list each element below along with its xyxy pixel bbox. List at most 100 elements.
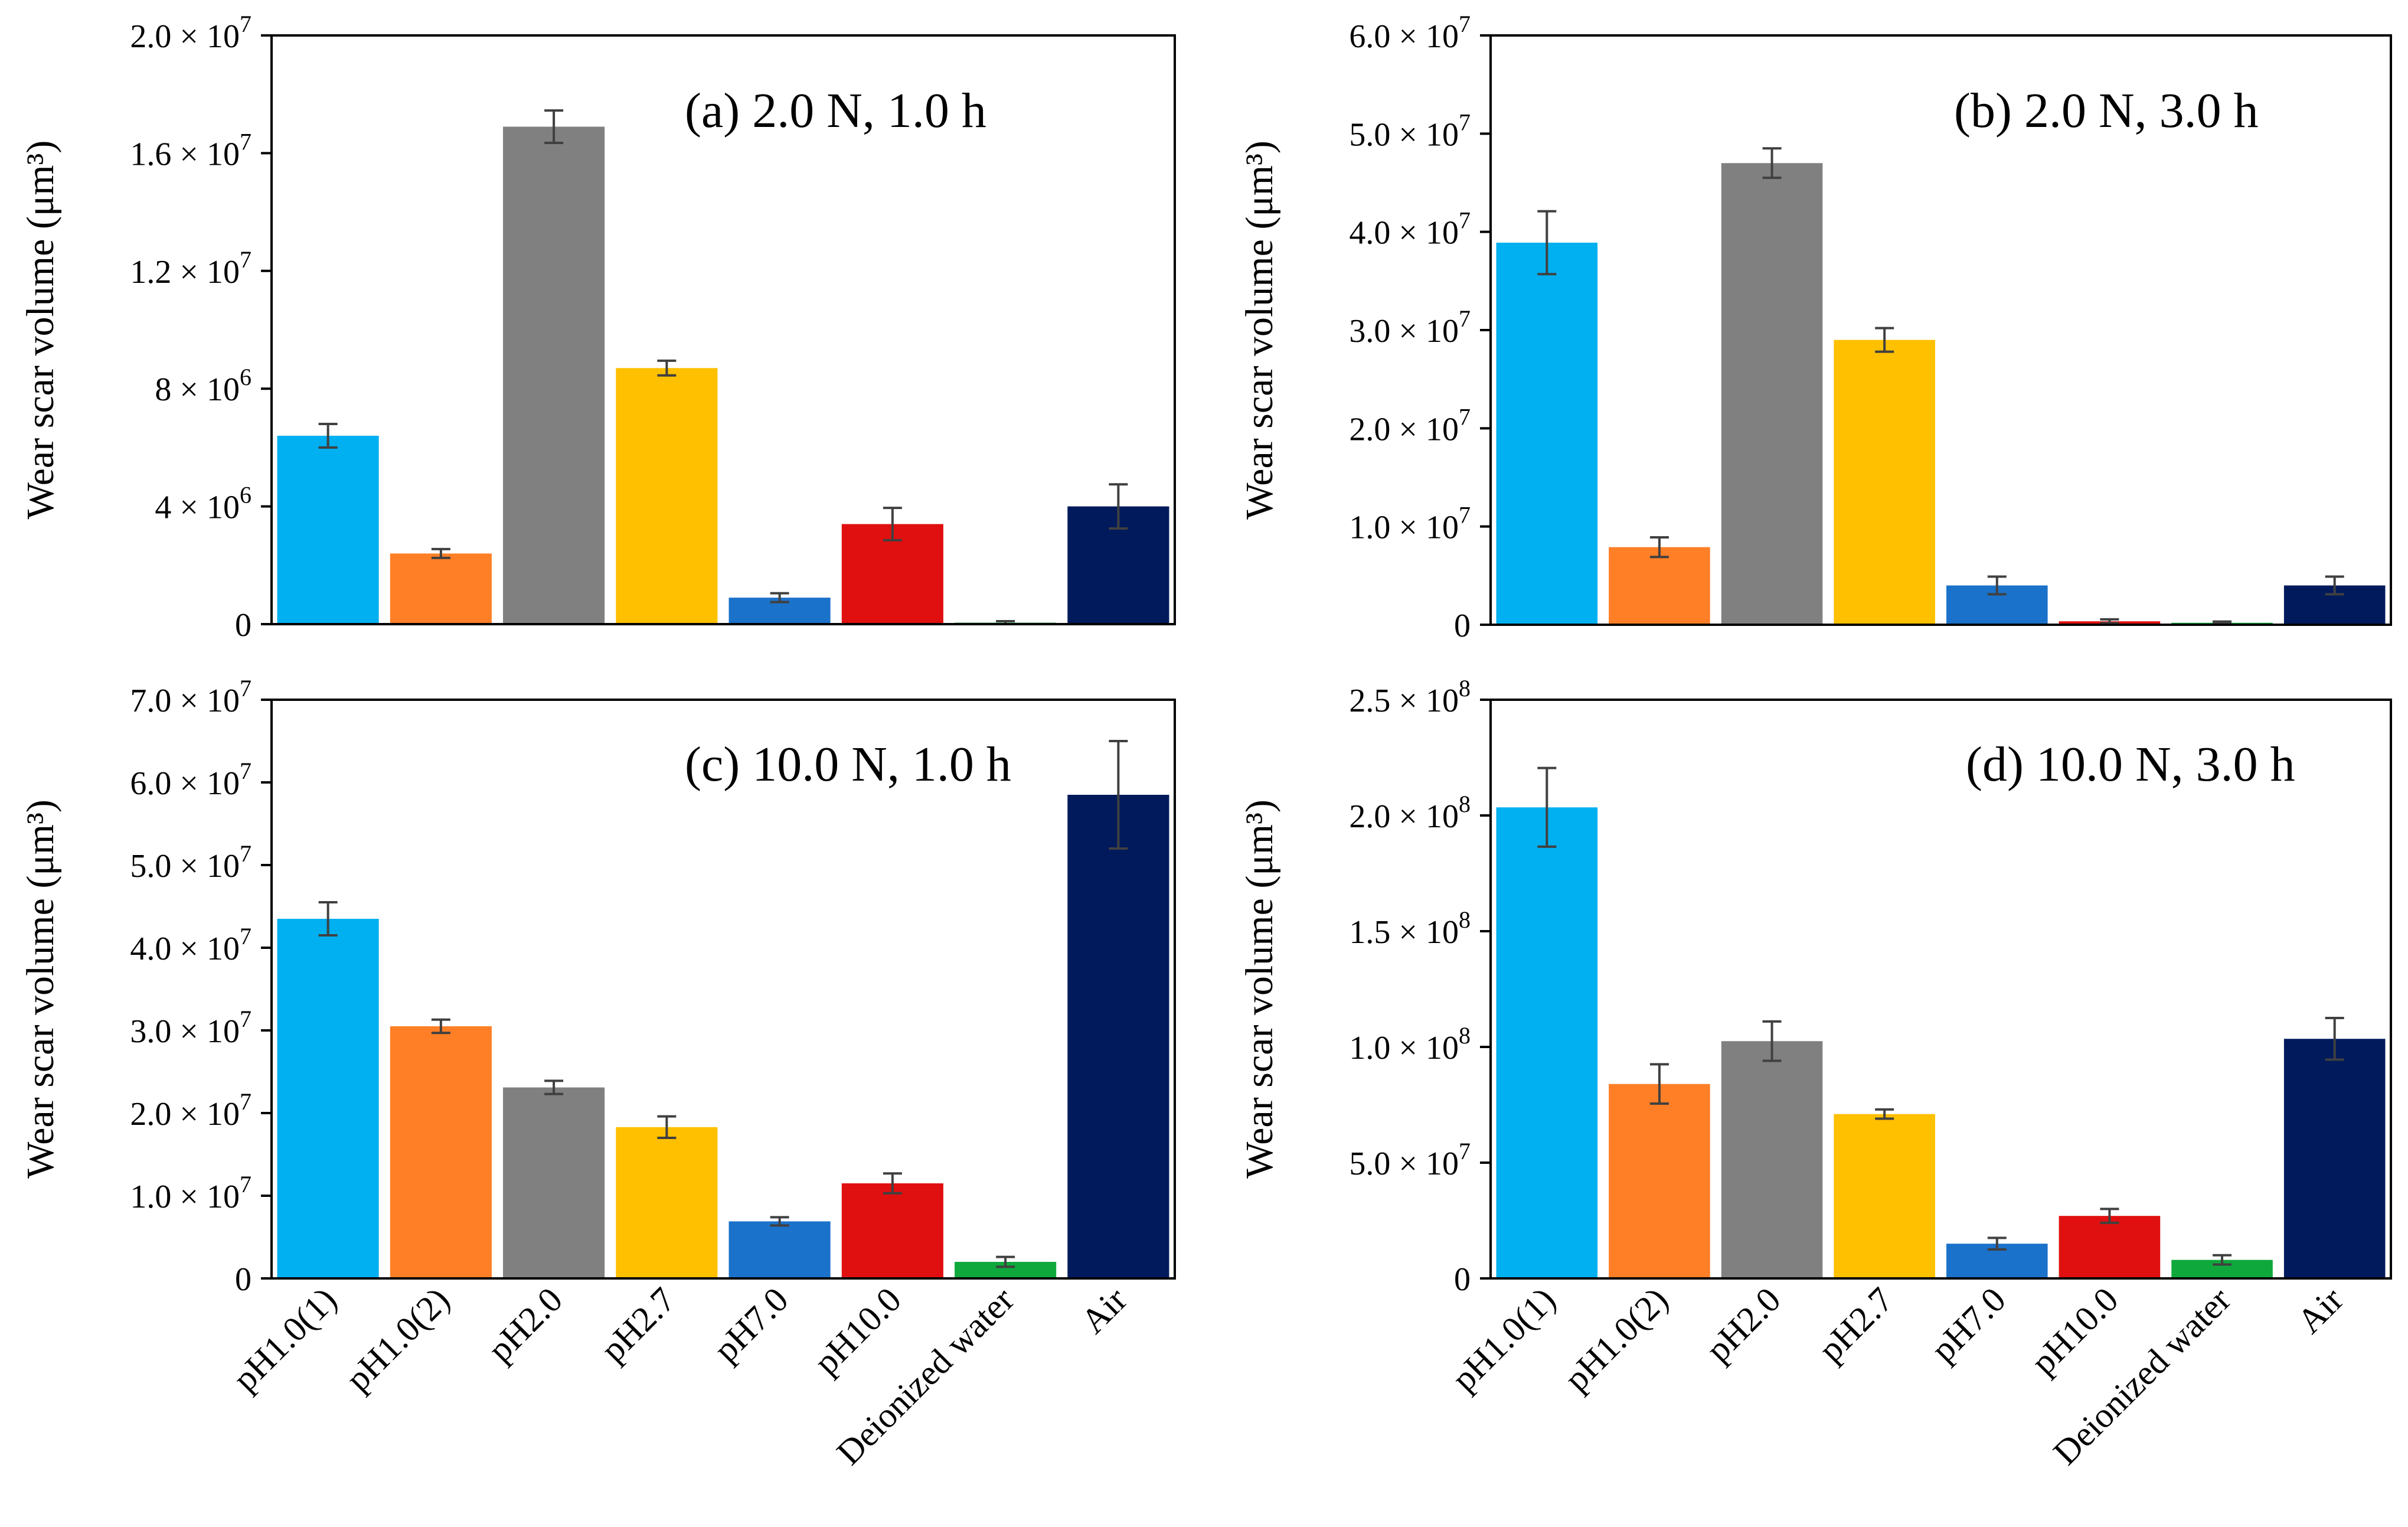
y-tick-label-a-5: 2.0 × 107 [130,11,251,55]
error-bar-b-3 [1875,327,1894,353]
error-bar-a-3 [657,359,677,377]
error-bar-d-4 [1987,1236,2007,1251]
bar-c-0 [277,919,379,1278]
y-tick-label-b-3: 3.0 × 107 [1349,305,1471,350]
chart-panel-b: 0 1.0 × 107 2.0 × 107 3.0 × 107 4.0 × 107 5.0… [1238,11,2392,644]
y-tick-label-a-4: 1.6 × 107 [130,128,251,172]
error-bar-c-5 [883,1172,902,1195]
error-bar-d-6 [2213,1254,2232,1266]
error-bar-a-0 [318,423,338,449]
category-label-c-2: pH2.0 [481,1280,570,1370]
y-tick-label-b-1: 1.0 × 107 [1349,502,1471,546]
bar-b-0 [1496,242,1598,625]
chart-panel-a: 0 4 × 106 8 × 106 1.2 × 107 1.6 × 107 2.0 × 1… [19,11,1176,644]
chart-panel-d: 0 5.0 × 107 1.0 × 108 1.5 × 108 2.0 × 108 2.5… [1238,675,2392,1472]
category-label-c-1: pH1.0(2) [338,1280,457,1399]
error-bar-c-3 [657,1115,677,1139]
y-tick-label-c-2: 2.0 × 107 [130,1088,251,1133]
error-bar-d-3 [1875,1108,1894,1120]
category-label-c-5: pH10.0 [806,1280,909,1382]
error-bar-b-4 [1987,575,2007,596]
error-bar-d-7 [2325,1017,2344,1061]
y-tick-label-c-0: 0 [235,1261,251,1298]
y-axis-title-c: Wear scar volume (μm³) [19,800,62,1179]
error-bar-a-7 [1109,483,1128,530]
y-tick-label-b-4: 4.0 × 107 [1349,207,1471,252]
bar-c-3 [616,1127,718,1278]
category-label-d-3: pH2.7 [1811,1280,1901,1370]
bar-a-0 [277,435,379,624]
bar-d-5 [2059,1216,2161,1278]
panel-title-a: (a) 2.0 N, 1.0 h [685,83,986,138]
bar-d-7 [2283,1039,2386,1278]
y-tick-label-d-0: 0 [1454,1261,1471,1298]
error-bar-d-0 [1537,766,1557,848]
bar-b-1 [1609,547,1710,625]
plot-frame-a [270,34,1176,625]
error-bar-a-2 [544,109,564,144]
y-tick-label-c-7: 7.0 × 107 [130,675,251,719]
bar-d-0 [1496,807,1598,1278]
panel-title-d: (d) 10.0 N, 3.0 h [1966,737,2295,792]
error-bar-c-7 [1109,740,1128,850]
error-bar-b-7 [2325,575,2344,596]
error-bar-c-1 [431,1018,450,1035]
error-bar-c-0 [318,901,338,937]
y-tick-label-b-0: 0 [1454,608,1471,644]
error-bar-a-5 [883,507,902,541]
y-tick-label-a-2: 8 × 106 [155,364,251,408]
bar-c-4 [728,1221,831,1278]
plot-frame-c [270,699,1176,1280]
category-label-c-4: pH7.0 [706,1280,796,1370]
error-bar-d-5 [2100,1208,2119,1224]
plot-frame-d [1489,699,2392,1280]
y-tick-label-c-5: 5.0 × 107 [130,840,251,885]
bar-b-3 [1834,340,1935,625]
y-tick-label-d-3: 1.5 × 108 [1349,906,1471,951]
bar-b-2 [1721,163,1823,625]
y-tick-label-d-1: 5.0 × 107 [1349,1138,1471,1182]
bar-c-5 [841,1183,943,1278]
bar-d-1 [1609,1084,1710,1278]
category-label-d-1: pH1.0(2) [1557,1280,1675,1399]
error-bar-b-1 [1649,536,1669,559]
error-bar-d-1 [1649,1063,1669,1105]
error-bar-b-5 [2100,618,2119,625]
category-label-d-5: pH10.0 [2024,1280,2126,1382]
bar-a-3 [616,368,718,624]
y-tick-label-c-1: 1.0 × 107 [130,1171,251,1215]
category-label-d-2: pH2.0 [1698,1280,1788,1370]
chart-panel-c: 0 1.0 × 107 2.0 × 107 3.0 × 107 4.0 × 107 5.0… [19,675,1176,1472]
error-bar-b-2 [1762,147,1782,180]
y-axis-title-d: Wear scar volume (μm³) [1238,800,1281,1179]
y-tick-label-c-6: 6.0 × 107 [130,758,251,802]
error-bar-c-6 [996,1255,1015,1268]
y-tick-label-b-5: 5.0 × 107 [1349,109,1471,153]
bar-c-2 [503,1087,605,1278]
category-label-c-7: Air [1073,1280,1134,1341]
y-tick-label-c-4: 4.0 × 107 [130,923,251,967]
bar-c-7 [1067,795,1169,1278]
y-tick-label-a-0: 0 [235,607,251,644]
y-tick-label-d-5: 2.5 × 108 [1349,675,1471,719]
error-bar-c-2 [544,1079,564,1095]
bar-d-2 [1721,1041,1823,1278]
panel-title-b: (b) 2.0 N, 3.0 h [1954,83,2259,138]
y-tick-label-a-3: 1.2 × 107 [130,246,251,291]
y-tick-label-d-4: 2.0 × 108 [1349,791,1471,835]
category-label-d-4: pH7.0 [1923,1280,2013,1370]
panel-title-c: (c) 10.0 N, 1.0 h [685,737,1011,792]
error-bar-a-4 [770,592,789,603]
bar-d-3 [1834,1114,1935,1278]
bar-a-1 [390,553,492,624]
error-bar-b-0 [1537,210,1557,276]
y-tick-label-d-2: 1.0 × 108 [1349,1022,1471,1066]
error-bar-c-4 [770,1216,789,1227]
error-bar-a-1 [431,547,450,559]
y-tick-label-b-2: 2.0 × 107 [1349,403,1471,448]
category-label-d-7: Air [2290,1280,2351,1341]
y-tick-label-c-3: 3.0 × 107 [130,1006,251,1050]
y-axis-title-a: Wear scar volume (μm³) [19,141,62,520]
y-tick-label-b-6: 6.0 × 107 [1349,11,1471,55]
